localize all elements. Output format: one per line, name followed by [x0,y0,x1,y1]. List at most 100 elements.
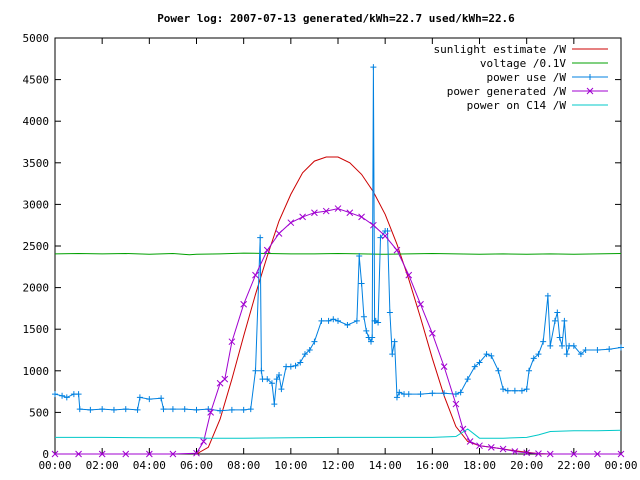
y-tick-label: 3000 [23,198,50,211]
y-tick-label: 4000 [23,115,50,128]
data-point-plus [535,351,542,358]
data-point-x [334,205,342,212]
data-point-plus [297,359,304,366]
data-point-plus [375,319,382,326]
y-axis-tick-labels: 0 500 1000 1500 2000 2500 3000 3500 4000 4500 5000 [23,32,50,461]
data-point-x [417,300,424,308]
y-tick-label: 3500 [23,157,50,170]
y-tick-label: 5000 [23,32,50,45]
data-point-plus [554,309,561,316]
data-point-plus [301,351,308,358]
data-point-plus [559,342,566,349]
data-point-plus [273,376,280,383]
data-point-plus [59,392,66,399]
data-point-x [263,246,271,254]
series-layer [51,64,625,458]
data-point-x [322,207,330,215]
data-point-x [586,87,594,95]
x-tick-label: 02:00 [86,459,119,472]
data-point-x [252,271,259,279]
data-point-plus [417,391,424,398]
data-point-plus [87,406,94,413]
data-point-plus [405,391,412,398]
x-axis-tick-labels: 00:00 02:00 04:00 06:00 08:00 10:00 12:00 14:00… [38,459,637,472]
data-point-plus [540,338,547,345]
y-tick-label: 0 [42,448,49,461]
series-line [55,428,622,439]
y-tick-label: 500 [29,406,49,419]
data-point-plus [396,389,403,396]
x-tick-label: 12:00 [321,459,354,472]
data-point-plus [358,280,365,287]
data-point-x [169,450,177,458]
data-point-plus [594,347,601,353]
data-point-plus [582,347,589,353]
data-point-plus [76,406,83,413]
data-point-plus [110,406,117,413]
data-point-x [207,409,215,416]
data-point-x [145,450,153,458]
data-point-x [221,375,229,383]
data-point-plus [330,316,337,323]
x-tick-label: 16:00 [416,459,449,472]
data-point-plus [257,234,264,241]
data-point-plus [193,406,200,413]
y-tick-label: 1500 [23,323,50,336]
data-point-plus [389,351,396,358]
data-point-plus [292,362,299,369]
x-tick-label: 08:00 [227,459,260,472]
data-point-plus [363,327,370,334]
data-point-plus [276,371,283,378]
x-tick-label: 10:00 [274,459,307,472]
data-point-plus [146,396,153,403]
series-line [55,208,621,455]
data-point-plus [325,317,332,324]
data-point-x [299,213,306,221]
data-point-x [311,209,318,217]
data-point-plus [369,334,376,341]
data-point-plus [556,334,563,341]
data-point-plus [441,390,448,397]
data-point-x [51,450,59,458]
data-point-x [240,300,248,308]
data-point-plus [563,351,570,358]
data-point-plus [606,346,613,353]
data-point-x [228,338,236,346]
data-point-plus [335,317,341,324]
data-point-x [358,213,365,221]
data-point-plus [457,389,464,396]
series-line [54,252,622,256]
data-point-plus [518,387,525,394]
data-point-x [428,330,436,337]
data-point-plus [577,351,584,358]
data-point-plus [160,406,167,413]
data-point-plus [530,355,537,362]
data-point-plus [356,252,363,259]
series-3 [51,205,625,458]
data-point-x [523,449,531,457]
data-point-plus [344,322,351,329]
data-point-plus [393,394,400,401]
data-point-plus [551,317,558,324]
data-point-plus [278,386,285,393]
data-point-plus [306,347,313,353]
data-point-plus [483,351,490,358]
data-point-plus [99,406,106,413]
data-point-x [535,450,542,457]
data-point-plus [488,352,495,359]
y-tick-label: 1000 [23,365,50,378]
data-point-plus [547,342,554,349]
data-point-plus [252,367,259,374]
y-tick-label: 2500 [23,240,50,253]
data-point-plus [386,309,393,316]
data-point-x [452,400,460,408]
data-point-plus [377,234,384,241]
data-point-plus [353,317,360,324]
data-point-x [193,449,200,457]
data-point-plus [476,359,483,366]
series-line [54,67,622,412]
data-point-plus [429,390,436,397]
data-point-plus [370,64,377,71]
